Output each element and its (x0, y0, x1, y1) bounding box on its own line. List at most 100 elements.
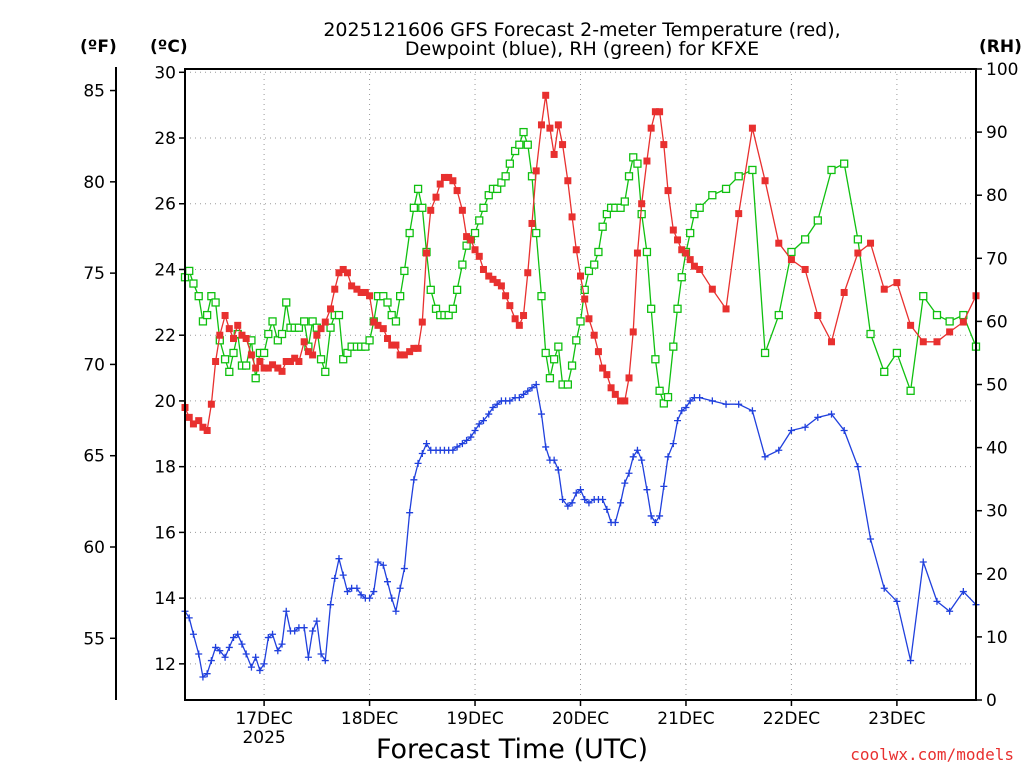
rh-point (475, 216, 484, 225)
dewpoint-point (787, 427, 795, 435)
chart-title-line-1: 2025121606 GFS Forecast 2-meter Temperat… (323, 19, 840, 41)
temperature-point (607, 384, 615, 392)
rh-tick-label: 10 (986, 628, 1008, 648)
celsius-tick-label: 24 (154, 260, 176, 280)
dewpoint-point (537, 410, 545, 418)
temperature-point (678, 246, 686, 254)
dewpoint-point (678, 407, 686, 415)
temperature-point (414, 344, 422, 352)
rh-point (945, 317, 954, 326)
temperature-point (207, 400, 215, 408)
temperature-point (339, 265, 347, 273)
dewpoint-point (475, 420, 483, 428)
rh-point (549, 355, 559, 364)
dewpoint-point (212, 643, 220, 651)
rh-point (721, 184, 731, 194)
temperature-point (485, 272, 493, 280)
rh-point (316, 355, 326, 364)
dewpoint-point (339, 571, 347, 579)
fahrenheit-tick-label: 65 (83, 447, 105, 467)
credit-text: coolwx.com/models (850, 745, 1014, 764)
dewpoint-point (453, 443, 461, 451)
dewpoint-point (207, 657, 215, 665)
temperature-point (225, 325, 233, 333)
rh-point (651, 355, 660, 364)
rh-point (308, 317, 317, 326)
dewpoint-point (814, 413, 822, 421)
rh-point (760, 348, 770, 358)
rh-point (211, 298, 220, 307)
dewpoint-point (880, 584, 888, 592)
rh-point (448, 304, 458, 313)
dewpoint-point (568, 499, 576, 507)
temperature-point (189, 420, 197, 428)
dewpoint-point (674, 417, 682, 425)
rh-point (532, 228, 541, 238)
temperature-point (286, 357, 294, 365)
temperature-point (867, 239, 875, 247)
temperature-point (554, 121, 562, 129)
temperature-point (427, 206, 435, 214)
rh-point (647, 304, 656, 313)
dewpoint-point (722, 400, 730, 408)
temperature-point (520, 311, 528, 319)
rh-point (537, 292, 546, 301)
rh-point (321, 367, 330, 377)
rh-point (629, 153, 638, 162)
rh-point (194, 292, 203, 301)
temperature-point (370, 318, 378, 326)
rh-point (220, 355, 230, 364)
rh-point (251, 374, 260, 383)
temperature-point (291, 354, 299, 362)
dewpoint-point (406, 509, 414, 517)
rh-point (541, 348, 550, 358)
dewpoint-point (801, 423, 809, 431)
temperature-point (361, 288, 369, 296)
celsius-unit-label: (ºC) (150, 37, 188, 57)
celsius-tick-label: 18 (154, 458, 176, 478)
temperature-point (234, 321, 242, 329)
rh-point (418, 203, 427, 212)
rh-point (277, 329, 287, 339)
temperature-point (212, 357, 220, 365)
dewpoint-point (353, 584, 361, 592)
rh-point (259, 348, 269, 358)
rh-point (334, 310, 344, 320)
temperature-point (568, 213, 576, 221)
temperature-point (515, 321, 523, 329)
temperature-point (594, 348, 602, 356)
time-tick-label: 22DEC (763, 709, 820, 729)
rh-point (229, 348, 238, 358)
temperature-point (295, 357, 303, 365)
dewpoint-point (708, 397, 716, 405)
rh-point (594, 247, 603, 257)
rh-tick-label: 40 (986, 439, 1008, 459)
temperature-point (348, 282, 356, 290)
temperature-point (304, 348, 312, 356)
rh-point (655, 386, 664, 395)
temperature-point (933, 338, 941, 346)
temperature-point (264, 364, 272, 372)
temperature-point (919, 338, 927, 346)
temperature-point (946, 328, 954, 336)
dewpoint-point (893, 597, 901, 605)
dewpoint-point (493, 400, 501, 408)
dewpoint-point (458, 440, 466, 448)
rh-point (379, 292, 388, 301)
temperature-point (216, 331, 224, 339)
temperature-point (374, 321, 382, 329)
temperature-point (400, 351, 408, 359)
dewpoint-point (252, 653, 260, 661)
temperature-point (449, 177, 457, 185)
rh-point (708, 191, 717, 200)
rh-point (554, 342, 563, 351)
temperature-point (581, 295, 589, 303)
rh-tick-label: 0 (986, 691, 997, 711)
temperature-point (238, 331, 246, 339)
temperature-point (388, 341, 396, 349)
celsius-tick-label: 12 (154, 655, 176, 675)
rh-point (225, 367, 234, 377)
dewpoint-point (331, 574, 339, 582)
grid-layer (185, 69, 976, 700)
rh-point (339, 355, 348, 364)
